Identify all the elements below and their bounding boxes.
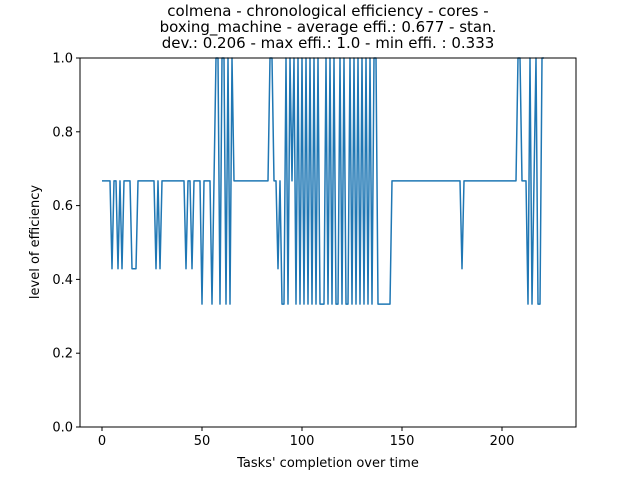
y-tick-label: 0.8 xyxy=(52,125,73,140)
y-tick-label: 1.0 xyxy=(52,52,73,67)
plot-frame xyxy=(79,57,577,428)
y-axis: 0.0 0.2 0.4 0.6 0.8 1.0 xyxy=(52,52,80,436)
y-tick-label: 0.4 xyxy=(52,273,73,288)
x-axis: 0 50 100 150 200 xyxy=(98,427,515,449)
x-tick-label: 150 xyxy=(390,434,415,449)
x-tick-label: 50 xyxy=(194,434,211,449)
y-tick-label: 0.2 xyxy=(52,347,73,362)
plot-area xyxy=(102,57,544,305)
y-axis-label: level of efficiency xyxy=(28,185,43,299)
chart-title-line-1: colmena - chronological efficiency - cor… xyxy=(167,2,488,20)
chart-title: colmena - chronological efficiency - cor… xyxy=(160,2,497,52)
x-tick-label: 200 xyxy=(490,434,515,449)
y-tick-label: 0.0 xyxy=(52,421,73,436)
x-tick-label: 100 xyxy=(290,434,315,449)
series-line-efficiency xyxy=(102,57,544,305)
x-axis-label: Tasks' completion over time xyxy=(236,456,419,471)
y-tick-label: 0.6 xyxy=(52,199,73,214)
chart-title-line-3: dev.: 0.206 - max effi.: 1.0 - min effi.… xyxy=(162,34,495,52)
x-tick-label: 0 xyxy=(98,434,106,449)
chart-title-line-2: boxing_machine - average effi.: 0.677 - … xyxy=(160,18,497,37)
